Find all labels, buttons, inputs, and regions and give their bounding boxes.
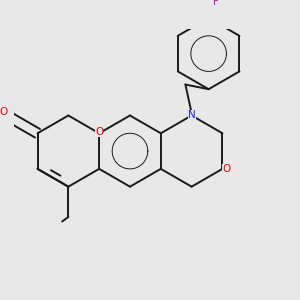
Text: O: O <box>95 127 103 137</box>
Text: O: O <box>222 164 230 174</box>
Text: O: O <box>0 107 8 117</box>
Text: N: N <box>188 110 196 121</box>
Text: F: F <box>213 0 219 7</box>
